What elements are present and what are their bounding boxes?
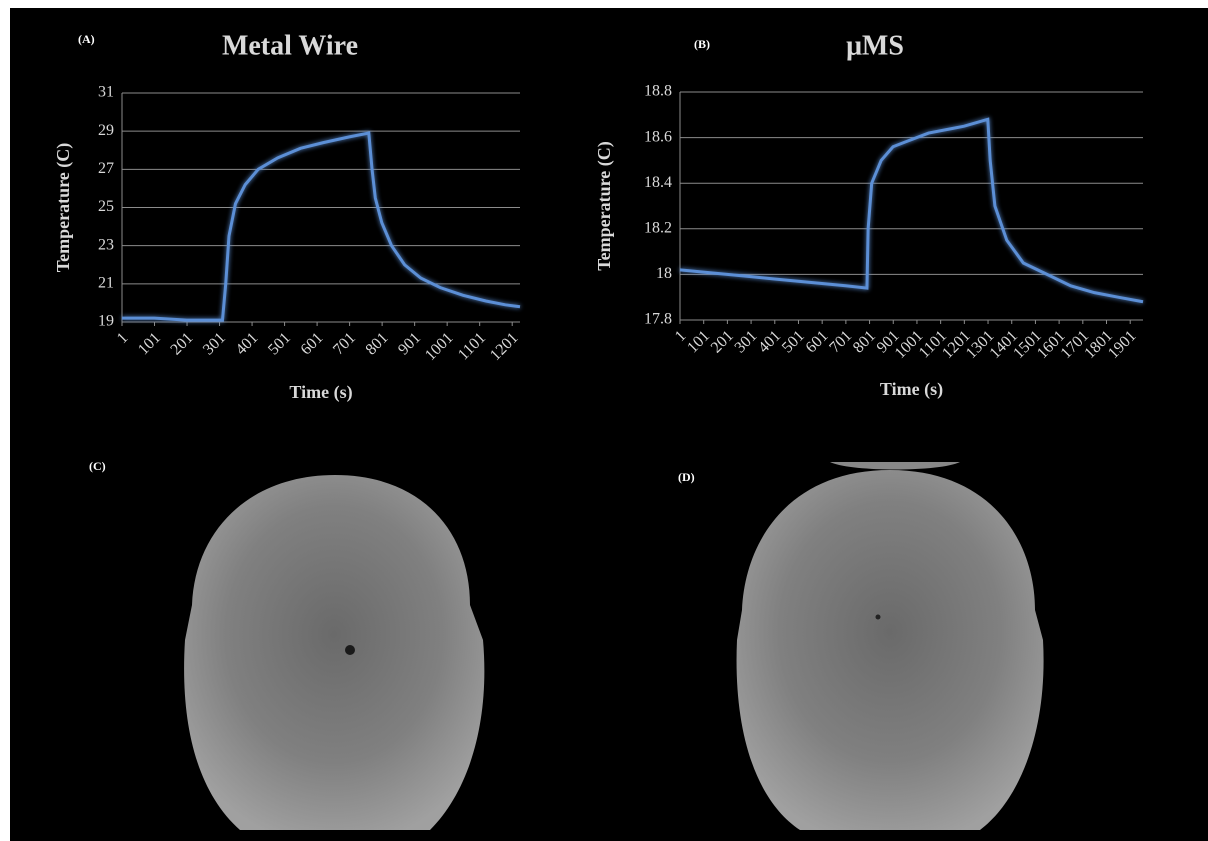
y-tick-label: 27 — [98, 160, 114, 177]
y-tick-label: 18.4 — [644, 174, 672, 191]
y-tick-label: 31 — [98, 84, 114, 101]
y-tick-label: 21 — [98, 275, 114, 292]
y-tick-label: 23 — [98, 236, 114, 253]
x-axis-label: Time (s) — [880, 379, 943, 400]
y-tick-label: 18.2 — [644, 219, 672, 236]
panel-label: (B) — [694, 37, 710, 51]
panel-label: (C) — [89, 459, 106, 473]
data-line — [679, 117, 1144, 304]
panel-label: (A) — [78, 32, 95, 46]
x-axis-label: Time (s) — [289, 382, 352, 403]
y-tick-label: 18.8 — [644, 83, 672, 100]
data-line — [122, 131, 521, 322]
y-tick-label: 29 — [98, 122, 114, 139]
panel-label: (D) — [678, 470, 695, 484]
y-tick-label: 25 — [98, 198, 114, 215]
y-tick-label: 18.6 — [644, 128, 672, 145]
y-tick-label: 19 — [98, 313, 114, 330]
chart-title: Metal Wire — [222, 30, 358, 61]
mri-image-c — [184, 475, 485, 830]
chart-title: μMS — [846, 30, 904, 61]
y-axis-label: Temperature (C) — [53, 143, 74, 272]
y-tick-label: 18 — [656, 265, 672, 282]
mri-image-d — [736, 462, 1044, 830]
y-tick-label: 17.8 — [644, 311, 672, 328]
y-axis-label: Temperature (C) — [594, 141, 615, 270]
